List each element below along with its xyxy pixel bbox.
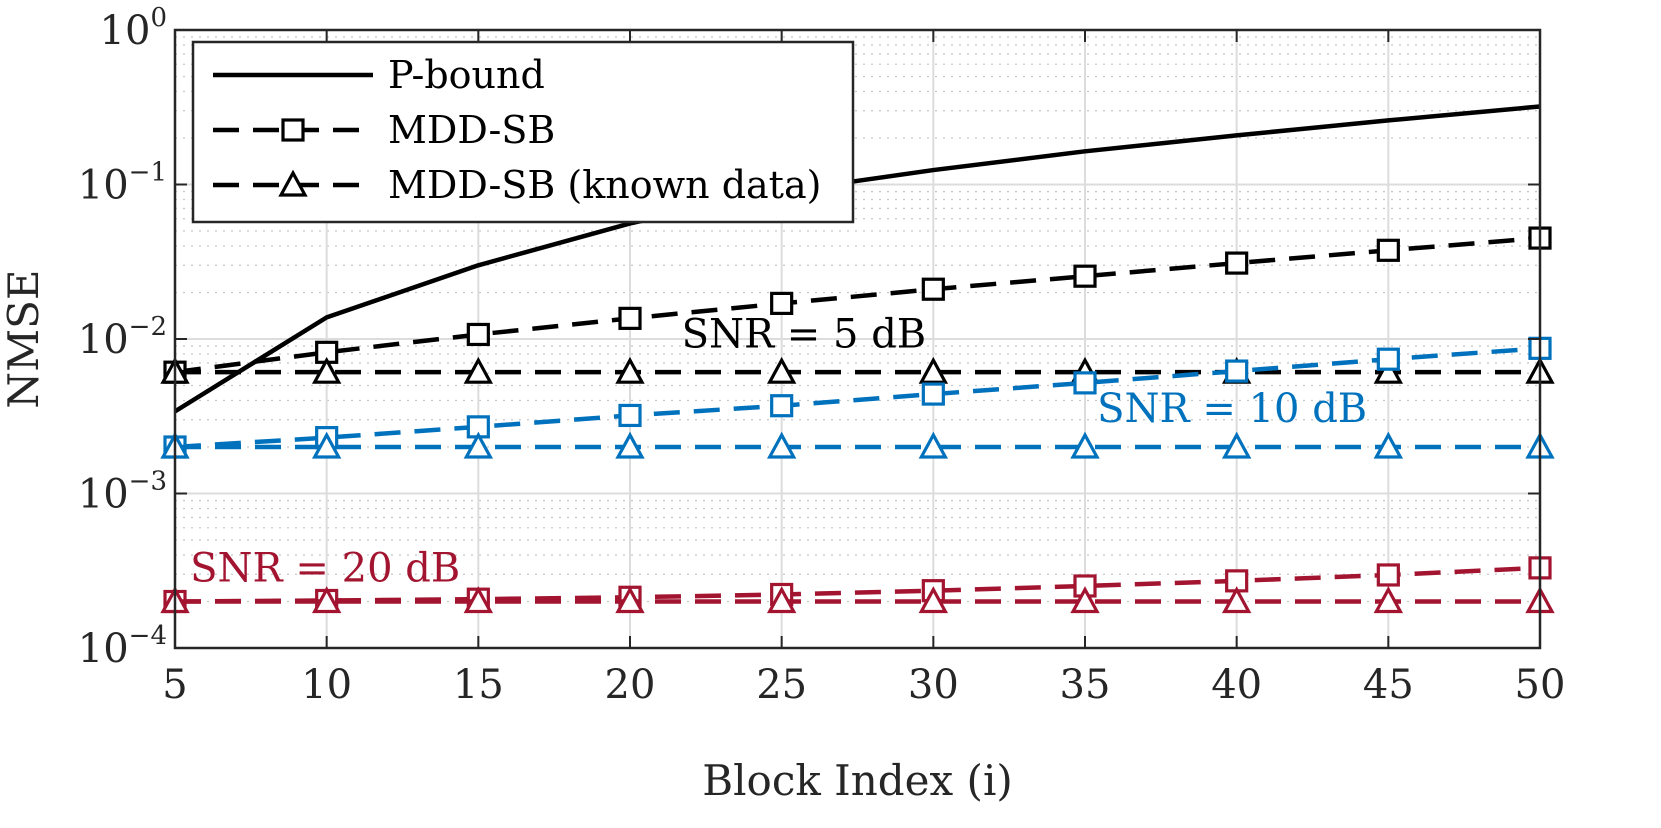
x-axis-label: Block Index (i) bbox=[702, 756, 1013, 805]
data-point bbox=[770, 394, 794, 418]
data-point bbox=[615, 586, 645, 614]
data-point bbox=[918, 586, 949, 614]
data-point bbox=[1373, 356, 1404, 384]
x-tick-label: 35 bbox=[1060, 662, 1111, 708]
data-point bbox=[1221, 431, 1252, 459]
y-tick-label: 10−4 bbox=[78, 621, 167, 672]
series-layer bbox=[160, 104, 1555, 614]
data-point bbox=[1376, 563, 1400, 587]
series-line bbox=[174, 235, 1541, 375]
axis-ticks bbox=[174, 29, 1541, 649]
data-point bbox=[1376, 347, 1400, 371]
legend-marker bbox=[281, 118, 305, 142]
data-point bbox=[918, 431, 949, 459]
legend-marker bbox=[278, 169, 308, 197]
series-line bbox=[174, 565, 1541, 604]
series-line bbox=[174, 346, 1541, 450]
data-point bbox=[766, 356, 797, 384]
data-point bbox=[1073, 264, 1097, 288]
x-tick-label: 20 bbox=[605, 662, 656, 708]
data-point bbox=[1070, 586, 1100, 614]
x-tick-label: 25 bbox=[756, 662, 807, 708]
legend: P-bound MDD-SB MDD-SB (known data) bbox=[191, 40, 855, 224]
data-point bbox=[311, 586, 342, 614]
data-point bbox=[1073, 371, 1097, 395]
data-point bbox=[1225, 359, 1249, 383]
data-point bbox=[463, 356, 494, 384]
legend-label: MDD-SB bbox=[388, 108, 555, 152]
data-point bbox=[311, 431, 342, 459]
data-point bbox=[918, 356, 949, 384]
legend-item: P-bound bbox=[213, 53, 545, 97]
series-snr5-p-bound bbox=[173, 104, 1541, 414]
data-point bbox=[463, 586, 494, 614]
series-snr10-mdd-sb-known-data bbox=[160, 431, 1555, 459]
data-point bbox=[466, 322, 490, 347]
y-axis-label: NMSE bbox=[0, 269, 48, 408]
data-point bbox=[766, 431, 797, 459]
data-point bbox=[1373, 586, 1404, 614]
data-point bbox=[615, 431, 645, 459]
data-point bbox=[1221, 586, 1252, 614]
tick-labels: 5 10 15 20 25 30 35 40 45 50 100 10−1 10−2 10−3 10−4 bbox=[78, 3, 1566, 708]
x-tick-label: 10 bbox=[301, 662, 352, 708]
legend-label: MDD-SB (known data) bbox=[388, 163, 821, 207]
data-point bbox=[921, 382, 945, 406]
y-tick-label: 10−1 bbox=[78, 158, 167, 209]
annotation-snr20: SNR = 20 dB bbox=[190, 545, 460, 591]
data-point bbox=[1070, 431, 1100, 459]
y-tick-label: 10−3 bbox=[78, 467, 167, 518]
annotations: SNR = 5 dB SNR = 10 dB SNR = 20 dB bbox=[190, 312, 1367, 592]
series-line bbox=[173, 104, 1541, 414]
data-point bbox=[311, 356, 342, 384]
legend-item: MDD-SB bbox=[213, 108, 555, 152]
data-point bbox=[618, 403, 642, 428]
x-tick-label: 15 bbox=[453, 662, 504, 708]
series-snr20-mdd-sb-known-data bbox=[160, 586, 1555, 614]
legend-item: MDD-SB (known data) bbox=[213, 163, 821, 207]
data-point bbox=[1373, 431, 1404, 459]
series-snr5-mdd-sb bbox=[163, 226, 1552, 384]
y-tick-label: 10−2 bbox=[78, 312, 167, 363]
x-tick-label: 5 bbox=[162, 662, 187, 708]
data-point bbox=[615, 356, 645, 384]
x-tick-label: 40 bbox=[1211, 662, 1262, 708]
x-tick-label: 30 bbox=[908, 662, 959, 708]
x-tick-label: 50 bbox=[1515, 662, 1566, 708]
annotation-snr10: SNR = 10 dB bbox=[1097, 386, 1367, 432]
x-tick-label: 45 bbox=[1363, 662, 1414, 708]
data-point bbox=[1225, 251, 1249, 275]
data-point bbox=[921, 277, 945, 301]
legend-label: P-bound bbox=[388, 53, 545, 97]
data-point bbox=[463, 431, 494, 459]
data-point bbox=[770, 291, 794, 315]
data-point bbox=[618, 306, 642, 330]
annotation-snr5: SNR = 5 dB bbox=[682, 312, 927, 358]
data-point bbox=[1376, 238, 1400, 262]
data-point bbox=[766, 586, 797, 614]
y-tick-label: 100 bbox=[100, 3, 167, 54]
